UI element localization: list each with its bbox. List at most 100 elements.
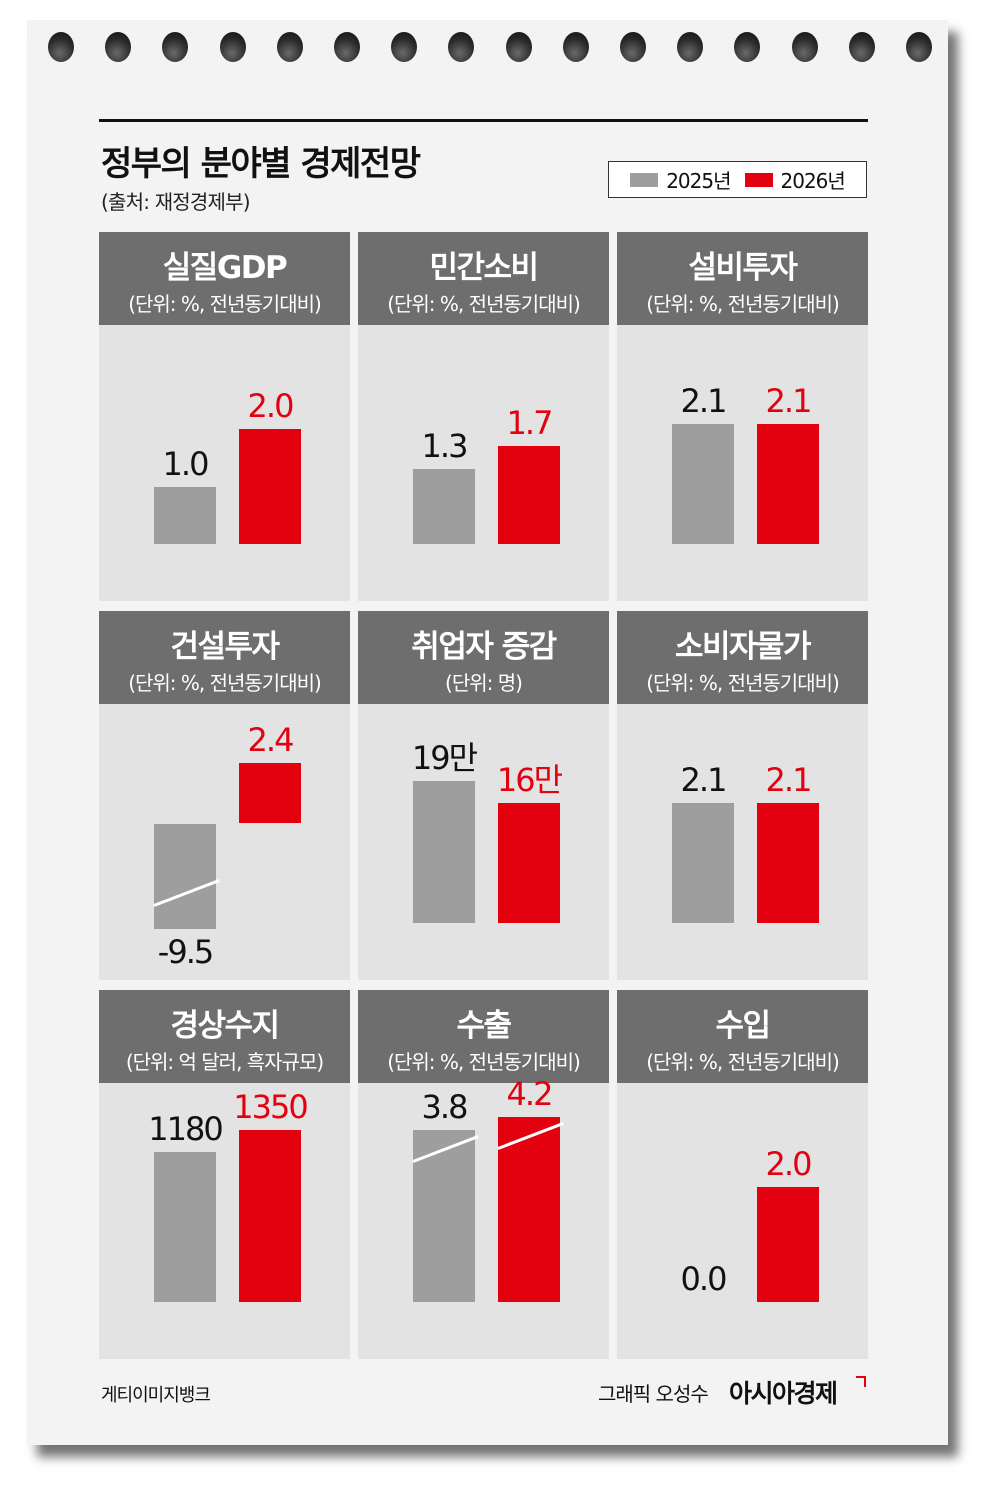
value-label-2025: 19만 (411, 739, 478, 777)
chart-panel: 수출 (단위: %, 전년동기대비) 3.8 4.2 (358, 990, 609, 1359)
bar-2026 (239, 1130, 301, 1302)
panel-title: 건설투자 (170, 629, 280, 665)
bar-2025 (154, 824, 216, 929)
spiral-hole-icon (791, 32, 818, 62)
panel-unit: (단위: %, 전년동기대비) (646, 671, 840, 695)
bar-2026 (239, 429, 301, 544)
bar-2026 (498, 446, 560, 544)
spiral-hole-icon (620, 32, 646, 62)
panel-header: 건설투자 (단위: %, 전년동기대비) (99, 611, 350, 704)
spiral-hole-icon (48, 32, 74, 62)
value-label-2026: 2.4 (247, 721, 295, 759)
panel-unit: (단위: %, 전년동기대비) (646, 292, 840, 316)
spiral-hole-icon (906, 32, 932, 62)
value-label-2025: 1.0 (162, 444, 210, 483)
value-label-2026: 2.0 (765, 1145, 813, 1183)
panel-header: 민간소비 (단위: %, 전년동기대비) (358, 232, 609, 325)
chart-panel: 소비자물가 (단위: %, 전년동기대비) 2.1 2.1 (617, 611, 868, 980)
page-title: 정부의 분야별 경제전망 (101, 144, 421, 184)
legend-swatch-2025 (630, 172, 659, 187)
spiral-hole-icon (505, 32, 532, 62)
legend: 2025년 2026년 (608, 161, 867, 198)
bar-2025 (413, 469, 475, 544)
panel-header: 설비투자 (단위: %, 전년동기대비) (617, 232, 868, 325)
brand-mark-icon (856, 1376, 866, 1387)
legend-label-2026: 2026년 (780, 169, 846, 193)
panel-unit: (단위: %, 전년동기대비) (646, 1050, 840, 1074)
legend-item-2025: 2025년 (630, 165, 732, 194)
chart-panel: 수입 (단위: %, 전년동기대비) 0.0 2.0 (617, 990, 868, 1359)
spiral-hole-icon (391, 32, 418, 62)
bar-2026 (757, 1187, 819, 1302)
chart-panel: 건설투자 (단위: %, 전년동기대비) -9.5 2.4 (99, 611, 350, 980)
bar-2026 (757, 424, 819, 544)
panel-title: 수출 (456, 1008, 512, 1044)
value-label-2026: 2.0 (247, 387, 295, 425)
chart-panel: 경상수지 (단위: 억 달러, 흑자규모) 1180 1350 (99, 990, 350, 1359)
value-label-2026: 16만 (496, 761, 563, 800)
graphic-credit: 그래픽 오성수 (598, 1382, 709, 1406)
panel-header: 수출 (단위: %, 전년동기대비) (358, 990, 609, 1083)
chart-panel: 취업자 증감 (단위: 명) 19만 16만 (358, 611, 609, 980)
panel-unit: (단위: 명) (445, 671, 523, 695)
value-label-2026: 1.7 (506, 404, 554, 442)
panel-title: 민간소비 (429, 250, 539, 286)
brand-logo: 아시아경제 (729, 1379, 838, 1408)
bar-2025 (672, 424, 734, 544)
spiral-hole-icon (105, 32, 132, 62)
value-label-2026: 2.1 (765, 382, 813, 420)
bar-2025 (154, 486, 216, 544)
panel-title: 경상수지 (170, 1008, 280, 1044)
spiral-hole-icon (448, 32, 475, 62)
value-label-2026: 4.2 (506, 1075, 554, 1113)
spiral-hole-icon (162, 32, 189, 62)
panel-header: 소비자물가 (단위: %, 전년동기대비) (617, 611, 868, 704)
panel-unit: (단위: %, 전년동기대비) (128, 292, 322, 316)
value-label-2025: 3.8 (421, 1087, 469, 1126)
panel-unit: (단위: %, 전년동기대비) (387, 1050, 581, 1074)
legend-swatch-2026 (744, 172, 773, 187)
spiral-hole-icon (848, 32, 875, 62)
bar-2025 (672, 803, 734, 923)
photo-credit: 게티이미지뱅크 (101, 1385, 211, 1406)
value-label-2025: 0.0 (680, 1260, 728, 1298)
spiral-hole-icon (219, 32, 246, 62)
panel-unit: (단위: %, 전년동기대비) (128, 671, 322, 695)
bar-2026 (757, 803, 819, 923)
value-label-2026: 1350 (233, 1088, 308, 1126)
value-label-2026: 2.1 (765, 761, 813, 799)
chart-panel: 민간소비 (단위: %, 전년동기대비) 1.3 1.7 (358, 232, 609, 601)
spiral-hole-icon (734, 32, 761, 62)
panel-header: 수입 (단위: %, 전년동기대비) (617, 990, 868, 1083)
value-label-2025: 2.1 (680, 382, 728, 420)
panel-header: 취업자 증감 (단위: 명) (358, 611, 609, 704)
panel-title: 취업자 증감 (411, 629, 557, 665)
value-label-2025: 1.3 (421, 427, 469, 466)
bar-2026 (498, 803, 560, 923)
panel-unit: (단위: %, 전년동기대비) (387, 292, 581, 316)
value-label-2025: 1180 (148, 1109, 223, 1148)
panel-unit: (단위: 억 달러, 흑자규모) (125, 1050, 324, 1074)
panel-title: 실질GDP (162, 250, 288, 286)
spiral-hole-icon (562, 32, 589, 62)
panel-header: 경상수지 (단위: 억 달러, 흑자규모) (99, 990, 350, 1083)
panel-title: 소비자물가 (674, 629, 812, 665)
chart-panel: 실질GDP (단위: %, 전년동기대비) 1.0 2.0 (99, 232, 350, 601)
bar-2025 (413, 781, 475, 923)
legend-label-2025: 2025년 (666, 169, 731, 193)
title-rule (99, 119, 868, 122)
bar-2025 (154, 1151, 216, 1302)
spiral-hole-icon (334, 32, 360, 62)
panel-title: 수입 (715, 1008, 771, 1044)
panel-header: 실질GDP (단위: %, 전년동기대비) (99, 232, 350, 325)
bar-2026 (239, 763, 301, 823)
source-note: (출처: 재정경제부) (101, 190, 251, 214)
value-label-2025: -9.5 (157, 933, 214, 971)
bar-2026 (498, 1117, 560, 1302)
legend-item-2026: 2026년 (744, 165, 846, 194)
panel-title: 설비투자 (688, 250, 798, 286)
chart-panel: 설비투자 (단위: %, 전년동기대비) 2.1 2.1 (617, 232, 868, 601)
value-label-2025: 2.1 (680, 761, 728, 799)
spiral-hole-icon (276, 32, 303, 62)
spiral-hole-icon (677, 32, 704, 62)
